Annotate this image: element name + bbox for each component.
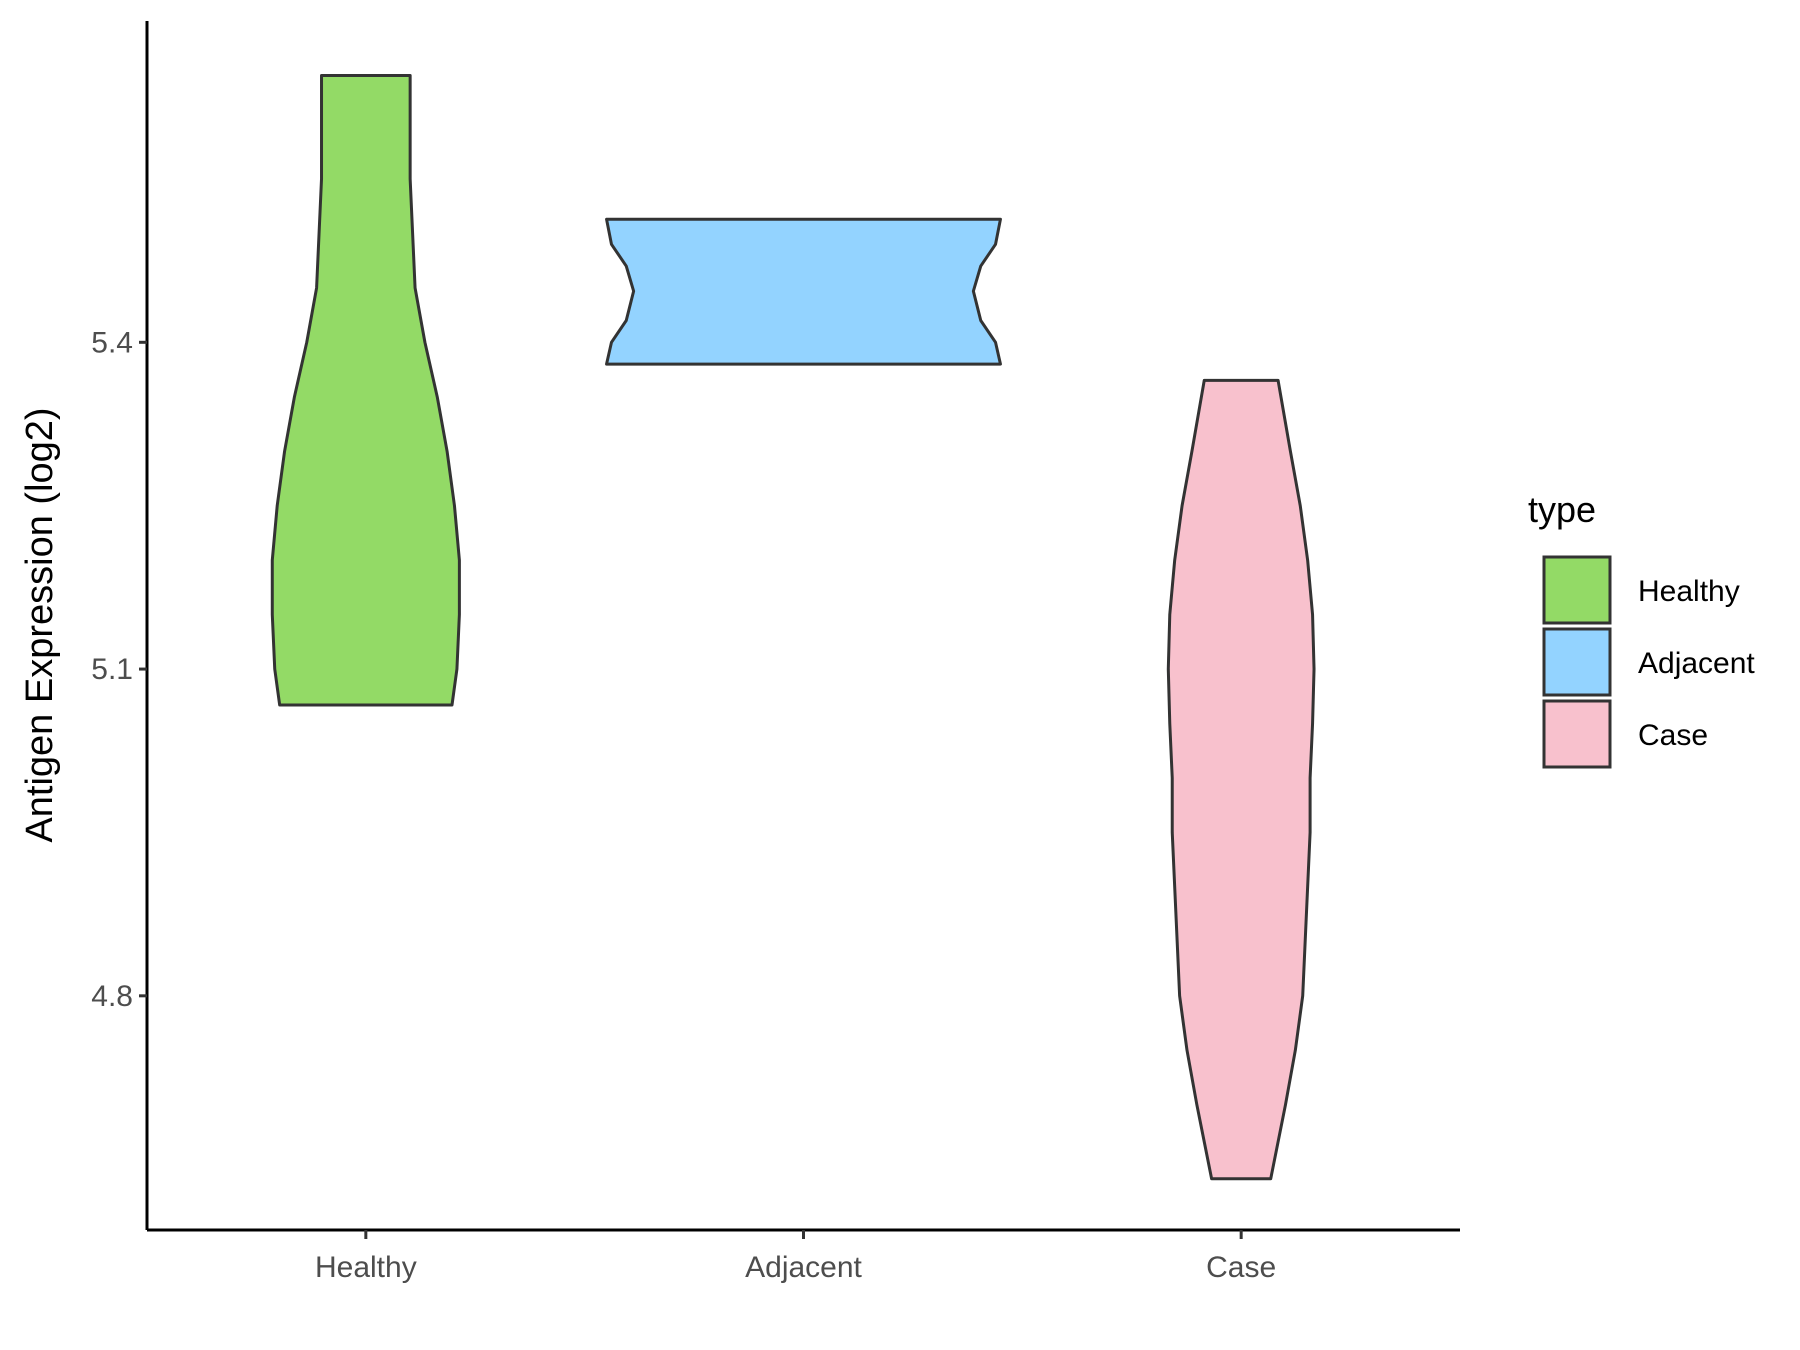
x-ticks: Healthy Adjacent Case xyxy=(315,1230,1276,1284)
y-tick-label: 5.1 xyxy=(91,653,133,686)
x-tick-label: Case xyxy=(1206,1251,1276,1284)
legend-label-healthy: Healthy xyxy=(1638,575,1740,608)
violin-adjacent xyxy=(605,217,1002,366)
y-axis-title: Antigen Expression (log2) xyxy=(19,407,61,842)
violin-healthy xyxy=(270,73,461,707)
y-ticks: 4.8 5.1 5.4 xyxy=(91,326,147,1013)
legend-title: type xyxy=(1528,489,1596,530)
legend: type Healthy Adjacent Case xyxy=(1528,489,1755,769)
legend-label-case: Case xyxy=(1638,719,1708,752)
violin-case xyxy=(1166,378,1316,1181)
legend-key-adjacent xyxy=(1542,627,1612,697)
legend-label-adjacent: Adjacent xyxy=(1638,647,1755,680)
x-tick-label: Adjacent xyxy=(745,1251,862,1284)
y-tick-label: 5.4 xyxy=(91,326,133,359)
x-tick-label: Healthy xyxy=(315,1251,417,1284)
y-tick-label: 4.8 xyxy=(91,980,133,1013)
legend-key-case xyxy=(1542,699,1612,769)
legend-key-healthy xyxy=(1542,555,1612,625)
violins xyxy=(270,73,1316,1181)
